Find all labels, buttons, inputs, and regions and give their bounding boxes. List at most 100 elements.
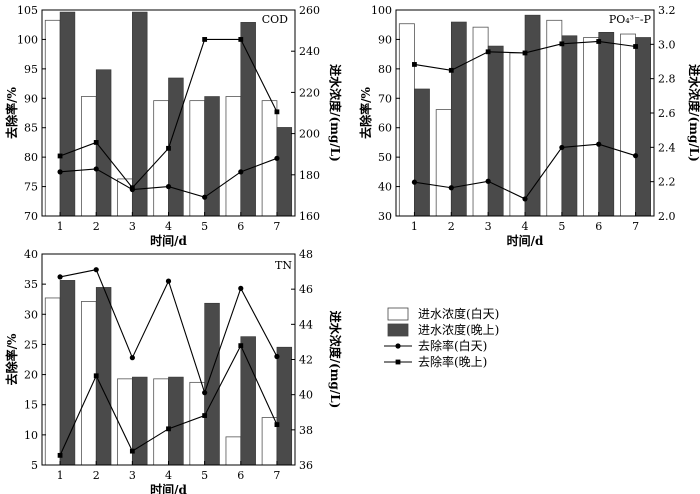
- removal-night-point: [166, 426, 171, 432]
- removal-night-point: [93, 140, 99, 145]
- bar-day: [189, 381, 206, 466]
- removal-day-point: [238, 285, 244, 291]
- left-tick-label: 20: [24, 369, 38, 382]
- left-tick-label: 30: [378, 210, 392, 223]
- left-tick-label: 5: [31, 459, 38, 472]
- bar-night: [598, 32, 615, 217]
- x-tick-label: 2: [93, 469, 100, 482]
- removal-night-point: [274, 422, 280, 428]
- removal-day-point: [129, 355, 135, 361]
- left-tick-label: 25: [24, 338, 38, 351]
- removal-day-point: [448, 185, 454, 191]
- right-tick-label: 180: [299, 169, 320, 182]
- removal-day-point: [411, 179, 418, 185]
- bar-night: [59, 280, 76, 466]
- left-tick-label: 90: [378, 33, 392, 46]
- x-tick-label: 4: [522, 220, 529, 233]
- removal-day-point: [165, 278, 172, 284]
- removal-night-point: [238, 343, 244, 349]
- bar-day: [509, 52, 526, 217]
- x-tick-label: 6: [237, 220, 244, 233]
- removal-night-point: [274, 109, 280, 115]
- left-tick-label: 40: [378, 181, 392, 194]
- x-tick-label: 3: [129, 469, 136, 482]
- bar-night: [168, 376, 184, 466]
- left-axis-label: 去除率/%: [358, 87, 373, 139]
- removal-night-point: [412, 62, 417, 67]
- legend-label: 进水浓度(白天): [418, 306, 499, 321]
- bar-day: [153, 100, 169, 217]
- removal-night-point: [559, 41, 565, 47]
- removal-day-point: [274, 155, 280, 161]
- chart-title: TN: [275, 259, 292, 272]
- removal-day-point: [485, 178, 491, 184]
- legend-label: 去除率(晚上): [418, 354, 487, 369]
- x-tick-label: 1: [57, 469, 64, 482]
- removal-day-point: [202, 390, 208, 396]
- left-tick-label: 100: [17, 33, 38, 46]
- left-tick-label: 50: [378, 151, 392, 164]
- left-tick-label: 30: [24, 308, 38, 321]
- left-tick-label: 40: [24, 248, 38, 261]
- right-tick-label: 200: [299, 128, 320, 141]
- removal-night-point: [57, 153, 63, 159]
- bar-night: [59, 11, 76, 217]
- removal-day-point: [238, 169, 244, 175]
- bar-day: [189, 100, 206, 217]
- right-tick-label: 46: [299, 283, 313, 296]
- left-tick-label: 70: [378, 92, 392, 105]
- right-tick-label: 42: [299, 354, 313, 367]
- right-axis-label: 进水浓度/(mg/L): [687, 64, 700, 162]
- right-tick-label: 240: [299, 45, 320, 58]
- removal-night-point: [166, 145, 171, 151]
- x-axis-label: 时间/d: [507, 233, 544, 248]
- left-tick-label: 100: [371, 4, 392, 17]
- right-tick-label: 260: [299, 4, 320, 17]
- removal-day-point: [522, 196, 528, 202]
- removal-day-point: [93, 267, 99, 273]
- bar-night: [487, 45, 504, 217]
- removal-night-point: [93, 373, 99, 379]
- legend-marker: [395, 359, 401, 365]
- right-tick-label: 2.6: [658, 107, 676, 120]
- x-tick-label: 4: [165, 220, 172, 233]
- legend-label: 进水浓度(晚上): [418, 322, 499, 337]
- x-tick-label: 3: [129, 220, 136, 233]
- removal-day-point: [632, 153, 639, 159]
- left-tick-label: 85: [24, 122, 38, 135]
- right-tick-label: 44: [299, 318, 313, 331]
- removal-night-point: [202, 413, 208, 418]
- removal-night-point: [596, 39, 602, 44]
- left-tick-label: 15: [24, 399, 38, 412]
- right-axis-label: 进水浓度/(mg/L): [328, 64, 343, 162]
- left-axis-label: 去除率/%: [4, 333, 19, 385]
- bar-night: [276, 346, 293, 466]
- removal-night-point: [448, 67, 454, 73]
- bar-day: [44, 297, 61, 466]
- removal-night-point: [57, 452, 63, 458]
- x-tick-label: 3: [485, 220, 492, 233]
- x-tick-label: 1: [57, 220, 64, 233]
- x-tick-label: 2: [93, 220, 100, 233]
- left-tick-label: 10: [24, 429, 38, 442]
- chart-title: COD: [262, 13, 288, 26]
- x-tick-label: 5: [201, 220, 208, 233]
- x-tick-label: 5: [558, 220, 565, 233]
- right-tick-label: 38: [299, 424, 313, 437]
- bar-night: [204, 302, 220, 466]
- left-tick-label: 75: [24, 181, 38, 194]
- bar-day: [153, 378, 169, 466]
- right-tick-label: 2.0: [658, 210, 676, 223]
- left-tick-label: 80: [24, 151, 38, 164]
- left-tick-label: 80: [378, 63, 392, 76]
- bar-day: [80, 301, 97, 466]
- x-tick-label: 5: [201, 469, 208, 482]
- right-axis-label: 进水浓度/(mg/L): [328, 311, 343, 409]
- left-tick-label: 70: [24, 210, 38, 223]
- right-tick-label: 3.0: [658, 38, 676, 51]
- x-tick-label: 4: [165, 469, 172, 482]
- removal-day-point: [274, 353, 280, 360]
- right-tick-label: 40: [299, 389, 313, 402]
